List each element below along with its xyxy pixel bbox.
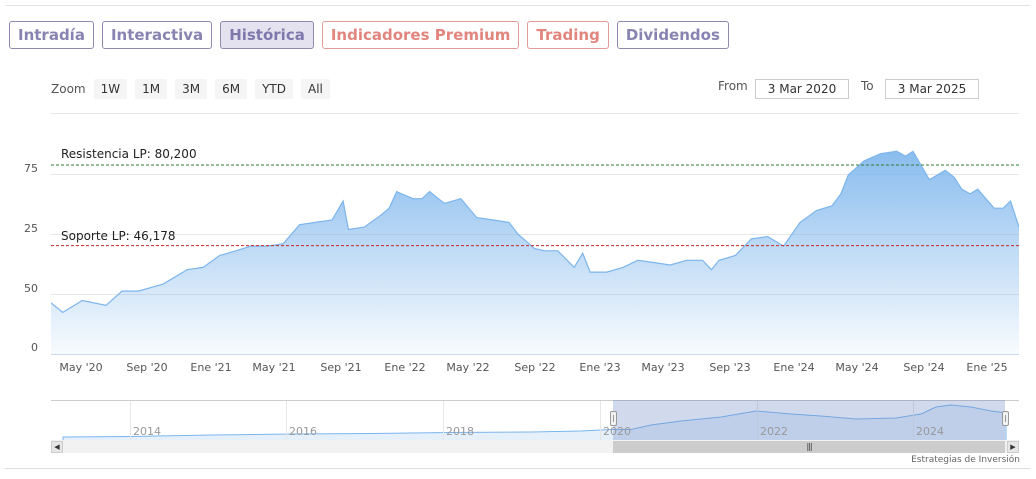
arrow-right-icon: ▶ [1010, 443, 1016, 451]
price-area [51, 151, 1019, 355]
zoom-label: Zoom [51, 82, 86, 96]
y-tick-label: 50 [24, 282, 38, 295]
x-tick-label: May '20 [59, 361, 103, 374]
x-tick-label: Sep '22 [514, 361, 556, 374]
top-divider [5, 5, 1030, 6]
tab-indicadores-premium[interactable]: Indicadores Premium [321, 21, 520, 49]
from-label: From [718, 79, 748, 93]
support-label: Soporte LP: 46,178 [61, 229, 176, 243]
x-tick-label: Ene '25 [966, 361, 1008, 374]
y-tick-label: 25 [24, 222, 38, 235]
navigator-year-label: 2024 [916, 425, 944, 438]
zoom-3m-button[interactable]: 3M [175, 79, 208, 99]
zoom-all-button[interactable]: All [301, 79, 330, 99]
arrow-left-icon: ◀ [54, 443, 60, 451]
tab-interactiva[interactable]: Interactiva [101, 21, 213, 49]
navigator-gridline [757, 401, 758, 440]
scrollbar-thumb[interactable]: ||| [613, 441, 1005, 453]
navigator-year-label: 2020 [603, 425, 631, 438]
x-tick-label: Ene '24 [773, 361, 815, 374]
navigator-year-label: 2022 [760, 425, 788, 438]
price-chart[interactable] [51, 130, 1019, 355]
zoom-selector: Zoom 1W 1M 3M 6M YTD All [51, 79, 330, 99]
x-tick-label: Sep '21 [320, 361, 362, 374]
navigator-year-label: 2016 [289, 425, 317, 438]
grip-icon: ||| [806, 442, 812, 451]
y-tick-label: 0 [31, 341, 38, 354]
gridline [51, 174, 1019, 175]
tab-trading[interactable]: Trading [527, 21, 609, 49]
x-tick-label: May '23 [641, 361, 685, 374]
gridline [51, 113, 1019, 114]
navigator-year-label: 2018 [446, 425, 474, 438]
to-label: To [861, 79, 874, 93]
to-date-input[interactable]: 3 Mar 2025 [885, 79, 979, 99]
zoom-1m-button[interactable]: 1M [135, 79, 168, 99]
x-tick-label: Ene '23 [579, 361, 621, 374]
navigator-selection[interactable] [613, 400, 1005, 440]
navigator-series [62, 404, 1007, 441]
bottom-divider [5, 468, 1030, 469]
x-tick-label: May '24 [835, 361, 879, 374]
navigator-gridline [443, 401, 444, 440]
tab-dividendos[interactable]: Dividendos [616, 21, 729, 49]
navigator-gridline [286, 401, 287, 440]
x-tick-label: Sep '24 [903, 361, 945, 374]
x-tick-label: Ene '21 [190, 361, 232, 374]
navigator-gridline [913, 401, 914, 440]
x-tick-label: May '22 [446, 361, 490, 374]
zoom-ytd-button[interactable]: YTD [255, 79, 293, 99]
navigator-left-handle[interactable] [610, 411, 617, 426]
tab-historica[interactable]: Histórica [220, 21, 314, 49]
x-tick-label: Ene '22 [384, 361, 426, 374]
zoom-6m-button[interactable]: 6M [215, 79, 248, 99]
navigator-gridline [600, 401, 601, 440]
gridline [51, 234, 1019, 235]
navigator-year-label: 2014 [133, 425, 161, 438]
scroll-left-button[interactable]: ◀ [51, 441, 63, 453]
x-tick-label: Sep '23 [709, 361, 751, 374]
tab-intradia[interactable]: Intradía [9, 21, 94, 49]
navigator-gridline [130, 401, 131, 440]
scroll-right-button[interactable]: ▶ [1007, 441, 1019, 453]
chart-tabs: Intradía Interactiva Histórica Indicador… [9, 21, 729, 49]
x-axis-line [51, 354, 1019, 355]
chart-credit[interactable]: Estrategias de Inversión [911, 455, 1020, 465]
navigator-right-handle[interactable] [1002, 411, 1009, 426]
from-date-input[interactable]: 3 Mar 2020 [755, 79, 849, 99]
resistance-label: Resistencia LP: 80,200 [61, 147, 197, 161]
x-tick-label: May '21 [252, 361, 296, 374]
y-tick-label: 75 [24, 162, 38, 175]
x-tick-label: Sep '20 [126, 361, 168, 374]
zoom-1w-button[interactable]: 1W [93, 79, 128, 99]
